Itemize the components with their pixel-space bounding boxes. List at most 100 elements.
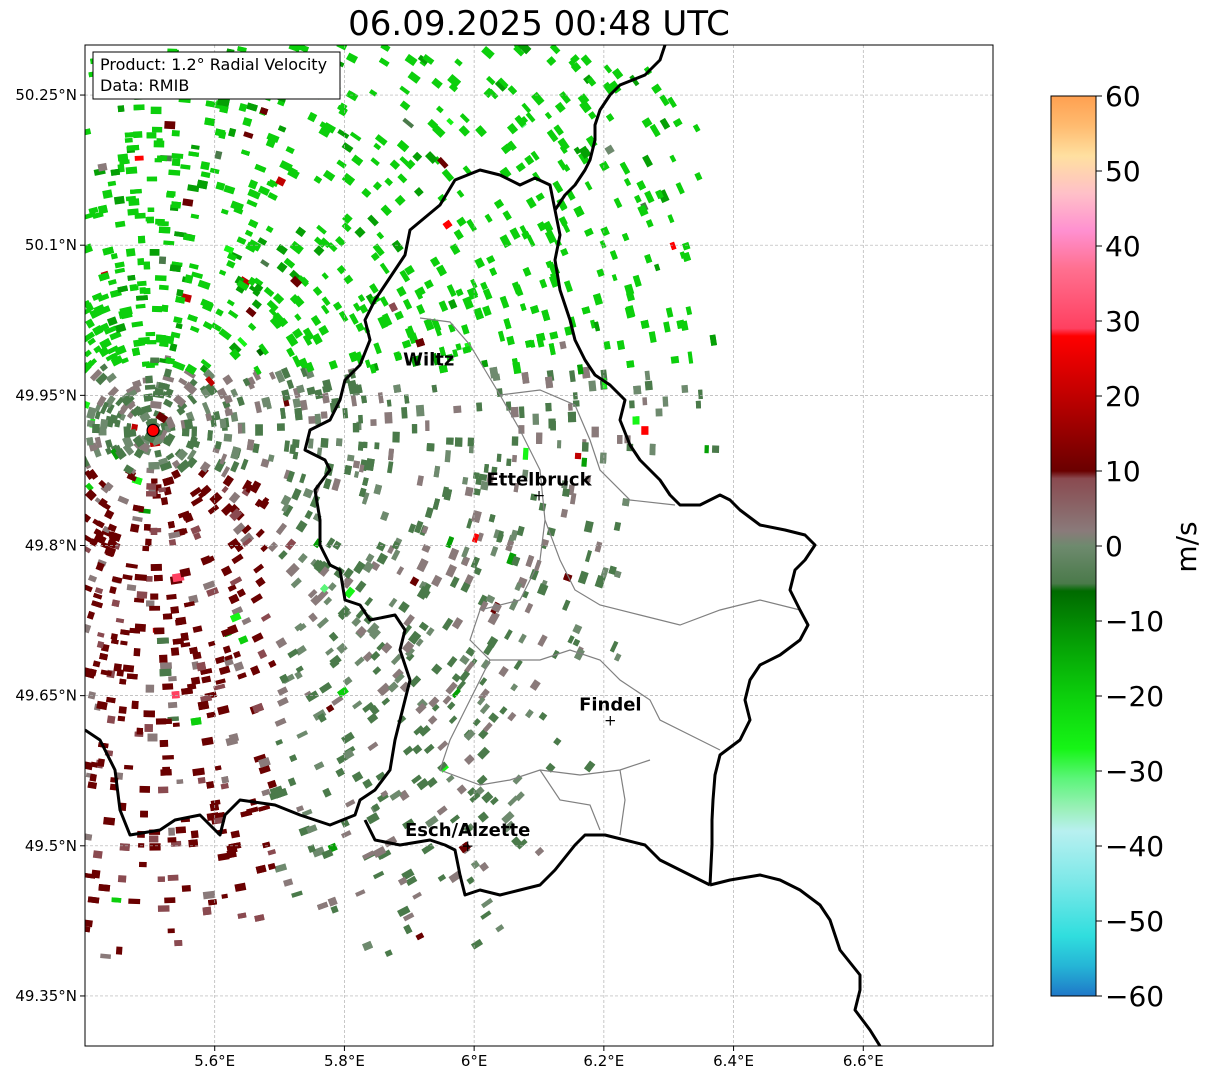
radar-echo-cell <box>355 322 365 333</box>
radar-echo-cell <box>572 400 580 407</box>
city-label: Ettelbruck <box>486 469 592 490</box>
radar-echo-cell <box>370 419 377 426</box>
radar-echo-cell <box>459 654 470 665</box>
radar-echo-cell <box>94 587 104 595</box>
radar-echo-cell <box>364 596 374 607</box>
radar-echo-cell <box>470 938 484 950</box>
radar-echo-cell <box>524 155 535 166</box>
radar-echo-cell <box>230 388 239 398</box>
radar-echo-cell <box>337 129 350 139</box>
radar-echo-cell <box>553 737 562 746</box>
radar-echo-cell <box>572 623 583 635</box>
radar-echo-cell <box>180 164 191 170</box>
radar-echo-cell <box>482 722 493 733</box>
radar-echo-cell <box>336 45 348 51</box>
radar-echo-cell <box>192 651 202 660</box>
radar-echo-cell <box>412 151 423 162</box>
radar-echo-cell <box>122 443 135 456</box>
radar-echo-cell <box>327 582 337 592</box>
radar-echo-cell <box>342 407 349 419</box>
radar-echo-cell <box>92 211 104 219</box>
radar-echo-cell <box>289 240 304 255</box>
radar-echo-cell <box>87 896 100 904</box>
radar-echo-cell <box>425 420 430 431</box>
radar-echo-cell <box>117 105 125 113</box>
radar-echo-cell <box>353 560 366 574</box>
radar-echo-cell <box>542 220 554 233</box>
radar-echo-cell <box>572 638 581 647</box>
radar-echo-cell <box>369 561 381 572</box>
lon-tick-label: 5.8°E <box>324 1052 365 1070</box>
radar-echo-cell <box>604 144 615 155</box>
radar-echo-cell <box>669 241 677 251</box>
radar-echo-cell <box>608 80 622 94</box>
radar-echo-cell <box>455 343 462 351</box>
radar-echo-cell <box>175 323 183 330</box>
radar-echo-cell <box>380 45 391 52</box>
radar-echo-cell <box>85 400 91 409</box>
radar-echo-cell <box>313 245 325 257</box>
radar-echo-cell <box>642 154 653 168</box>
radar-echo-cell <box>649 124 661 138</box>
radar-echo-cell <box>447 74 462 88</box>
radar-echo-cell <box>311 333 323 345</box>
radar-echo-cell <box>188 594 199 605</box>
radar-echo-cell <box>216 387 228 400</box>
radar-echo-cell <box>355 889 366 897</box>
radar-echo-cell <box>448 547 460 561</box>
radar-echo-cell <box>372 243 385 257</box>
radar-echo-cell <box>176 289 184 297</box>
radar-echo-cell <box>469 792 481 803</box>
radar-echo-cell <box>172 638 184 645</box>
radar-echo-cell <box>218 328 232 341</box>
radar-echo-cell <box>174 939 183 947</box>
radar-echo-cell <box>583 520 594 533</box>
radar-echo-cell <box>342 748 355 760</box>
radar-echo-cell <box>409 576 420 587</box>
radar-echo-cell <box>464 754 475 765</box>
radar-echo-cell <box>357 294 366 302</box>
radar-echo-cell <box>644 370 651 381</box>
radar-echo-cell <box>481 898 493 909</box>
radar-echo-cell <box>171 201 182 209</box>
radar-echo-cell <box>183 601 195 608</box>
radar-echo-cell <box>362 441 368 449</box>
radar-echo-cell <box>205 100 216 108</box>
radar-echo-cell <box>91 292 103 301</box>
radar-echo-cell <box>227 584 237 592</box>
radar-echo-cell <box>407 325 415 336</box>
radar-echo-cell <box>526 234 536 248</box>
radar-echo-cell <box>98 305 111 315</box>
radar-echo-cell <box>138 861 147 868</box>
radar-echo-cell <box>313 761 325 771</box>
radar-echo-cell <box>275 176 287 187</box>
radar-echo-cell <box>482 305 492 317</box>
radar-echo-cell <box>90 761 98 768</box>
radar-echo-cell <box>132 516 143 522</box>
radar-echo-cell <box>266 132 280 144</box>
radar-echo-cell <box>426 443 435 452</box>
radar-echo-cell <box>577 364 584 375</box>
radar-echo-cell <box>263 286 275 297</box>
radar-echo-cell <box>254 914 265 922</box>
radar-echo-cell <box>187 314 198 323</box>
radar-echo-cell <box>344 799 356 808</box>
radar-echo-cell <box>370 651 381 661</box>
radar-echo-cell <box>467 787 477 797</box>
radar-echo-cell <box>312 559 324 571</box>
radar-echo-cell <box>221 466 230 478</box>
radar-echo-cell <box>358 303 369 314</box>
map-title: 06.09.2025 00:48 UTC <box>348 4 730 44</box>
radar-echo-cell <box>114 344 127 356</box>
radar-echo-cell <box>165 718 172 725</box>
radar-echo-cell <box>361 492 370 505</box>
radar-echo-cell <box>545 260 553 269</box>
radar-echo-cell <box>228 593 240 605</box>
radar-echo-cell <box>237 672 247 680</box>
radar-echo-cell <box>214 128 226 137</box>
colorbar-tick-label: 50 <box>1105 155 1141 188</box>
radar-echo-cell <box>516 838 528 850</box>
radar-echo-cell <box>223 433 233 442</box>
radar-echo-cell <box>405 159 416 170</box>
radar-echo-cell <box>305 690 320 703</box>
